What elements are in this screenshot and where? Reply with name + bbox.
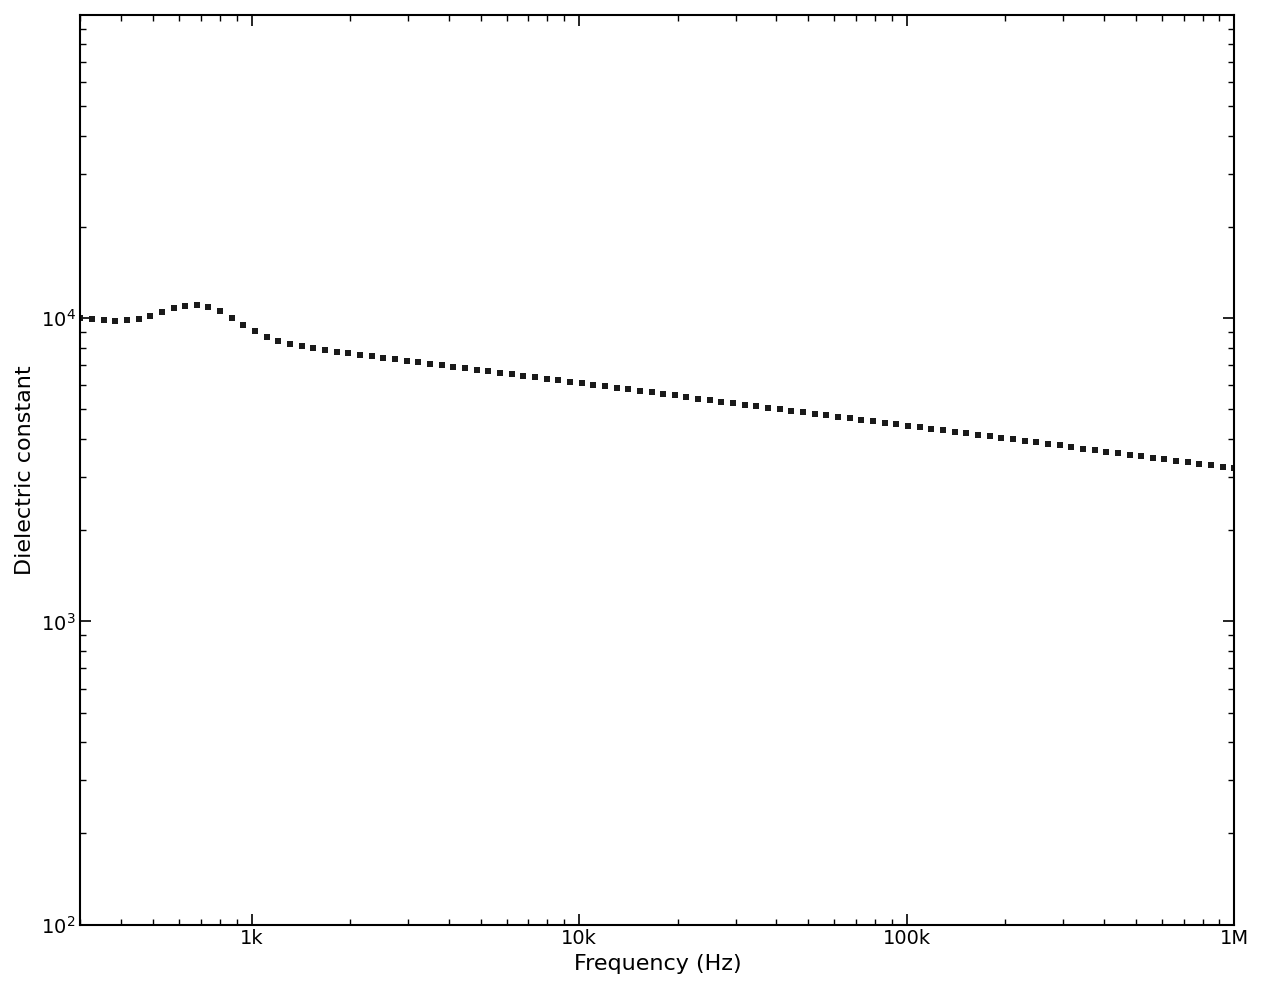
Y-axis label: Dielectric constant: Dielectric constant bbox=[15, 365, 35, 575]
X-axis label: Frequency (Hz): Frequency (Hz) bbox=[574, 954, 741, 974]
